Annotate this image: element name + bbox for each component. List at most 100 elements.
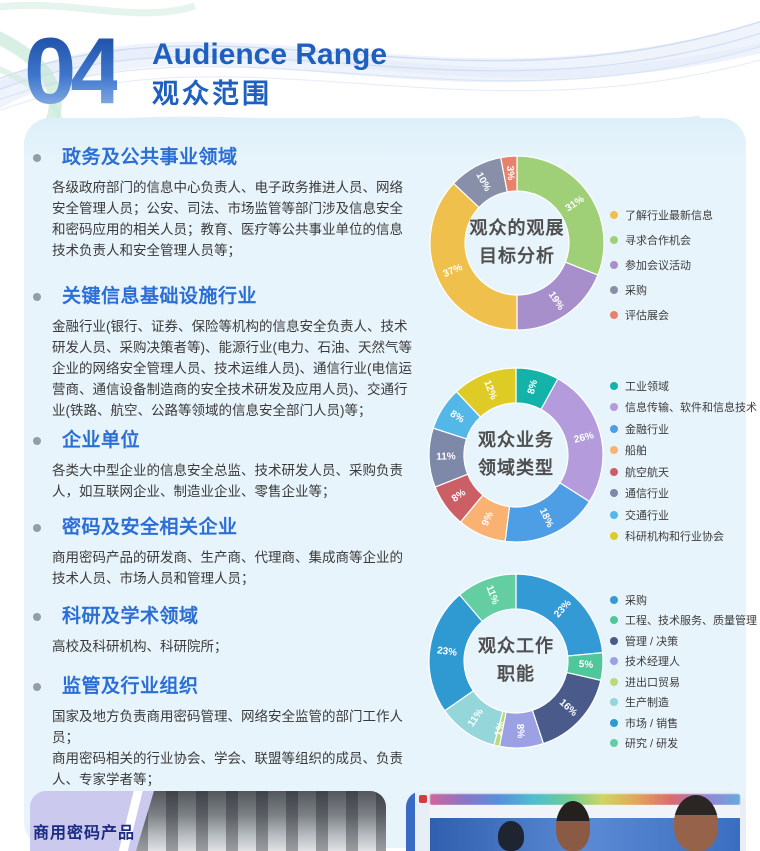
donut-slice (429, 182, 518, 331)
legend-label: 工程、技术服务、质量管理 (625, 615, 757, 627)
bullet-icon (33, 154, 41, 162)
legend-label: 通信行业 (625, 488, 669, 500)
chart-center-label: 观众业务 领域类型 (426, 365, 606, 545)
section-body: 金融行业(银行、证券、保险等机构的信息安全负责人、技术研发人员、采购决策者等)、… (52, 319, 412, 418)
legend-item: 采购 (610, 592, 760, 607)
section-enterprises: 企业单位 各类大中型企业的信息安全总监、技术研发人员、采购负责人，如互联网企业、… (24, 429, 424, 502)
chart-legend: 采购 工程、技术服务、质量管理 管理 / 决策 技术经理人 进出口贸易 生产制造 市场 / … (610, 592, 760, 756)
section-body: 各级政府部门的信息中心负责人、电子政务推进人员、网络安全管理人员；公安、司法、市… (52, 180, 403, 258)
legend-dot-icon (610, 489, 618, 497)
slice-percent-label: 10% (473, 170, 493, 194)
legend-label: 管理 / 决策 (625, 635, 679, 648)
chart-legend: 工业领域信息传输、软件和信息技术 金融行业船舶航空航天通信行业交通行业科研机构和行… (610, 378, 760, 550)
exhibition-hall-photo (136, 791, 386, 851)
slice-percent-label: 11% (483, 584, 501, 607)
legend-dot-icon (610, 532, 618, 540)
section-crypto-security-companies: 密码及安全相关企业 商用密码产品的研发商、生产商、代理商、集成商等企业的技术人员… (24, 516, 424, 589)
slice-percent-label: 11% (436, 451, 456, 463)
chart-percent-labels: 31% 19% 37% 10% 3% (427, 153, 607, 333)
section-body: 国家及地方负责商用密码管理、网络安全监管的部门工作人员； 商用密码相关的行业协会… (52, 709, 403, 787)
section-government: 政务及公共事业领域 各级政府部门的信息中心负责人、电子政务推进人员、网络安全管理… (24, 146, 424, 261)
slice-percent-label: 8% (514, 723, 527, 739)
section-body: 各类大中型企业的信息安全总监、技术研发人员、采购负责人，如互联网企业、制造业企业… (52, 463, 403, 499)
section-title: 政务及公共事业领域 (62, 147, 238, 168)
legend-item: 进出口贸易 (610, 674, 760, 689)
legend-label: 评估展会 (625, 309, 669, 322)
chart-center-label: 观众工作 职能 (426, 571, 606, 751)
legend-label: 采购 (625, 284, 647, 297)
legend-item: 寻求合作机会 (610, 232, 760, 247)
chart-percent-labels: 8% 26% 18% 9% 8% 11% 8% 12% (426, 365, 606, 545)
legend-item: 工业领域 (610, 378, 760, 393)
slice-percent-label: 26% (572, 429, 595, 446)
page-title-en: Audience Range (152, 38, 388, 71)
donut-slice (516, 155, 605, 276)
visitor-silhouette (556, 801, 590, 851)
chart-center-text: 观众的观展 (469, 218, 565, 239)
legend-dot-icon (610, 510, 618, 519)
legend-item: 金融行业 (610, 421, 760, 436)
legend-item: 参加会议活动 (610, 257, 760, 272)
photo-caption: 商用密码产品 (33, 825, 136, 842)
legend-dot-icon (610, 446, 618, 454)
section-body: 高校及科研机构、科研院所； (52, 639, 228, 654)
slice-percent-label: 23% (552, 598, 574, 621)
legend-dot-icon (610, 210, 618, 219)
visitor-silhouette (498, 821, 524, 851)
booth-logo (419, 795, 427, 803)
slice-percent-label: 9% (480, 510, 497, 529)
donut-chart-svg (428, 367, 604, 543)
slice-percent-label: 8% (447, 408, 466, 427)
legend-dot-icon (610, 381, 618, 390)
legend-label: 技术经理人 (625, 656, 680, 668)
slice-percent-label: 19% (546, 289, 567, 313)
legend-item: 工程、技术服务、质量管理 (610, 613, 760, 628)
chart-percent-labels: 23% 5% 16% 8% 1% 11% 23% 11% (426, 571, 606, 751)
legend-item: 市场 / 销售 (610, 715, 760, 730)
chart-center-text: 职能 (497, 664, 535, 684)
legend-dot-icon (610, 310, 618, 319)
legend-dot-icon (610, 657, 618, 665)
bullet-icon (33, 683, 41, 691)
exhibition-photo-card-right (406, 791, 746, 851)
slice-percent-label: 1% (493, 720, 508, 738)
legend-label: 金融行业 (625, 423, 669, 436)
legend-dot-icon (610, 467, 618, 476)
content-panel (24, 118, 746, 848)
bullet-icon (33, 293, 41, 301)
bullet-icon (33, 524, 41, 532)
bullet-icon (33, 613, 41, 621)
section-number: 04 (24, 18, 123, 123)
slice-percent-label: 18% (536, 506, 556, 530)
chart-center-text: 目标分析 (479, 246, 555, 266)
legend-label: 交通行业 (625, 509, 669, 522)
donut-chart-svg (428, 573, 604, 749)
slice-percent-label: 5% (578, 659, 594, 672)
chart-job-functions: 观众工作 职能 23% 5% 16% 8% 1% 11% 23% 11% 采购 工程、技术服务、质… (426, 571, 757, 751)
legend-item: 交通行业 (610, 507, 760, 522)
bullet-icon (33, 437, 41, 445)
slice-percent-label: 8% (526, 378, 541, 396)
legend-label: 信息传输、软件和信息技术 (625, 402, 757, 414)
legend-label: 航空航天 (625, 466, 669, 479)
legend-dot-icon (610, 403, 618, 411)
legend-dot-icon (610, 424, 618, 433)
legend-label: 市场 / 销售 (625, 717, 679, 730)
chart-center-text: 观众工作 (478, 636, 554, 657)
slice-percent-label: 31% (563, 193, 587, 214)
section-title: 关键信息基础设施行业 (62, 286, 258, 307)
slice-percent-label: 37% (441, 261, 465, 280)
donut-slice (458, 573, 517, 623)
legend-item: 技术经理人 (610, 654, 760, 669)
legend-dot-icon (610, 616, 618, 624)
slice-percent-label: 3% (504, 165, 517, 182)
legend-item: 船舶 (610, 443, 760, 458)
slice-percent-label: 11% (465, 707, 487, 730)
booth-pillar (406, 791, 415, 851)
legend-label: 科研机构和行业协会 (625, 531, 724, 543)
legend-item: 评估展会 (610, 307, 760, 322)
legend-item: 了解行业最新信息 (610, 207, 760, 222)
donut-slice (455, 367, 517, 418)
legend-label: 寻求合作机会 (625, 234, 691, 247)
legend-dot-icon (610, 677, 618, 686)
